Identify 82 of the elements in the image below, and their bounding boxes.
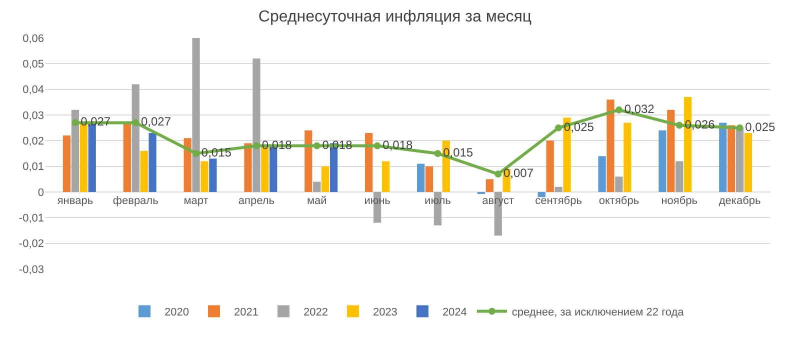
bar	[736, 128, 744, 192]
legend-label: среднее, за исключением 22 года	[512, 306, 685, 319]
x-tick-label: ноябрь	[661, 195, 698, 207]
bar	[200, 161, 208, 192]
data-label: 0,025	[745, 120, 776, 134]
bar	[209, 158, 217, 192]
bar	[62, 136, 71, 192]
x-tick-label: август	[482, 195, 514, 207]
y-tick-label: 0,06	[22, 32, 44, 45]
bar	[252, 58, 260, 192]
bar	[416, 164, 425, 192]
point	[555, 124, 562, 132]
y-tick-label: 0,01	[22, 161, 44, 174]
bar	[244, 143, 252, 192]
y-tick-label: 0,03	[22, 110, 44, 122]
bar	[719, 122, 727, 192]
bar	[123, 122, 131, 192]
bar	[667, 110, 675, 192]
x-tick-label: май	[306, 195, 327, 207]
x-tick-label: январь	[57, 195, 94, 207]
y-tick-label: -0,03	[18, 264, 44, 276]
bar	[184, 138, 192, 192]
y-tick-label: 0,02	[22, 136, 44, 148]
x-tick-label: сентябрь	[535, 195, 582, 207]
bar	[615, 176, 623, 192]
bar	[71, 110, 80, 192]
x-tick-label: декабрь	[718, 195, 761, 207]
point	[494, 170, 502, 178]
bar	[313, 182, 321, 192]
point	[132, 119, 140, 126]
legend-label: 2020	[164, 306, 189, 319]
bar	[140, 150, 148, 192]
bar	[382, 161, 390, 192]
x-tick-label: июнь	[364, 195, 391, 207]
bar	[728, 125, 736, 192]
bar	[606, 100, 614, 192]
x-tick-label: февраль	[112, 195, 159, 207]
bar	[486, 179, 494, 192]
y-tick-label: -0,01	[18, 212, 44, 225]
bar	[598, 156, 606, 192]
data-label: 0,026	[684, 117, 716, 132]
chart-title: Среднесуточная инфляция за месяц	[258, 8, 532, 26]
bar	[546, 140, 554, 192]
point	[313, 142, 320, 150]
bar	[148, 132, 156, 192]
data-label: 0,018	[262, 138, 292, 152]
x-tick-label: июль	[424, 195, 452, 207]
point	[434, 150, 442, 157]
x-tick-label: октябрь	[598, 195, 640, 207]
point	[252, 142, 260, 150]
point	[192, 150, 200, 157]
bar	[304, 130, 312, 192]
y-tick-label: 0,05	[22, 58, 44, 71]
bar	[132, 84, 140, 192]
point	[676, 122, 683, 129]
legend-label: 2024	[442, 306, 467, 319]
y-tick-label: 0,04	[22, 84, 44, 96]
bar	[192, 38, 200, 192]
bar	[425, 166, 434, 192]
data-label: 0,027	[80, 114, 111, 129]
y-tick-label: 0	[38, 186, 44, 199]
data-label: 0,032	[624, 102, 655, 116]
point	[615, 106, 622, 114]
bar	[676, 161, 684, 192]
x-tick-label: март	[184, 195, 208, 207]
point	[72, 119, 79, 126]
legend-label: 2023	[372, 306, 398, 319]
bar	[554, 186, 562, 192]
bar	[624, 122, 632, 192]
bar	[538, 192, 546, 198]
point	[374, 142, 381, 150]
data-label: 0,018	[322, 138, 353, 152]
legend-label: 2021	[234, 306, 258, 319]
bar	[658, 130, 666, 192]
bar	[322, 166, 330, 192]
data-label: 0,027	[141, 114, 172, 129]
x-tick-label: апрель	[238, 195, 275, 207]
legend-label: 2022	[303, 306, 328, 319]
point	[736, 124, 744, 132]
bar	[365, 132, 373, 192]
y-tick-label: -0,02	[18, 238, 44, 250]
bar	[744, 132, 752, 192]
